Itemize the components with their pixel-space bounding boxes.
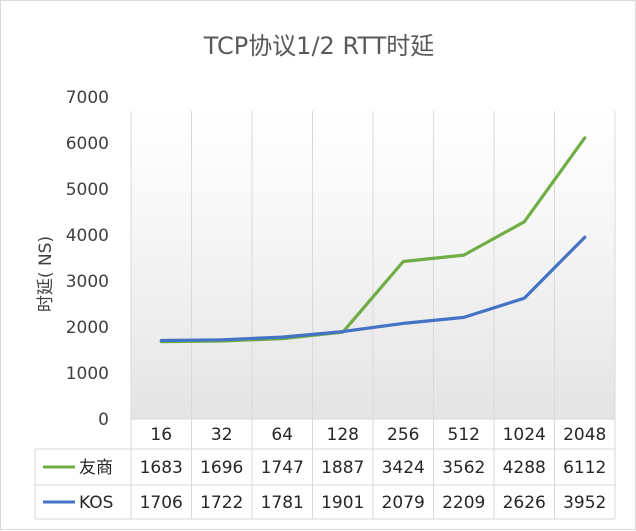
y-tick-label: 1000	[66, 364, 109, 384]
data-table: 16 32 64 128 256 512 1024 2048 友商 1683 1696 1747 188…	[34, 418, 615, 520]
table-cell-value: 3424	[382, 458, 425, 478]
x-tick-label: 1024	[503, 425, 546, 445]
chart-title: TCP协议1/2 RTT时延	[203, 32, 435, 60]
table-cell-value: 1747	[261, 458, 304, 478]
table-cell-value: 6112	[563, 458, 606, 478]
y-axis-label: 时延( NS)	[36, 236, 56, 312]
x-tick-label: 512	[448, 425, 480, 445]
table-cell-value: 2079	[382, 493, 425, 513]
table-cell-value: 3952	[563, 493, 606, 513]
series-lines	[159, 136, 587, 344]
y-tick-label: 4000	[66, 226, 109, 246]
x-tick-label: 128	[327, 425, 359, 445]
x-tick-label: 64	[271, 425, 293, 445]
y-tick-label: 2000	[66, 318, 109, 338]
y-axis: 0 1000 2000 3000 4000 5000 6000 7000	[66, 88, 109, 430]
table-cell-value: 4288	[503, 458, 546, 478]
table-cell-value: 1683	[140, 458, 183, 478]
table-cell-value: 1696	[200, 458, 243, 478]
table-cell-value: 3562	[442, 458, 485, 478]
table-cell-value: 1722	[200, 493, 243, 513]
table-cell-value: 2626	[503, 493, 546, 513]
table-cell-value: 2209	[442, 493, 485, 513]
y-tick-label: 0	[98, 410, 109, 430]
legend-label: KOS	[79, 493, 113, 513]
table-cell-value: 1781	[261, 493, 304, 513]
y-tick-label: 3000	[66, 272, 109, 292]
series-line-2	[159, 235, 587, 343]
table-cell-value: 1706	[140, 493, 183, 513]
table-cell-value: 1887	[321, 458, 364, 478]
x-tick-label: 256	[387, 425, 419, 445]
x-tick-label: 2048	[563, 425, 606, 445]
y-tick-label: 5000	[66, 180, 109, 200]
x-tick-label: 32	[211, 425, 233, 445]
legend-label: 友商	[79, 458, 113, 478]
y-tick-label: 7000	[66, 88, 109, 108]
x-tick-label: 16	[150, 425, 172, 445]
y-tick-label: 6000	[66, 134, 109, 154]
table-cell-value: 1901	[321, 493, 364, 513]
